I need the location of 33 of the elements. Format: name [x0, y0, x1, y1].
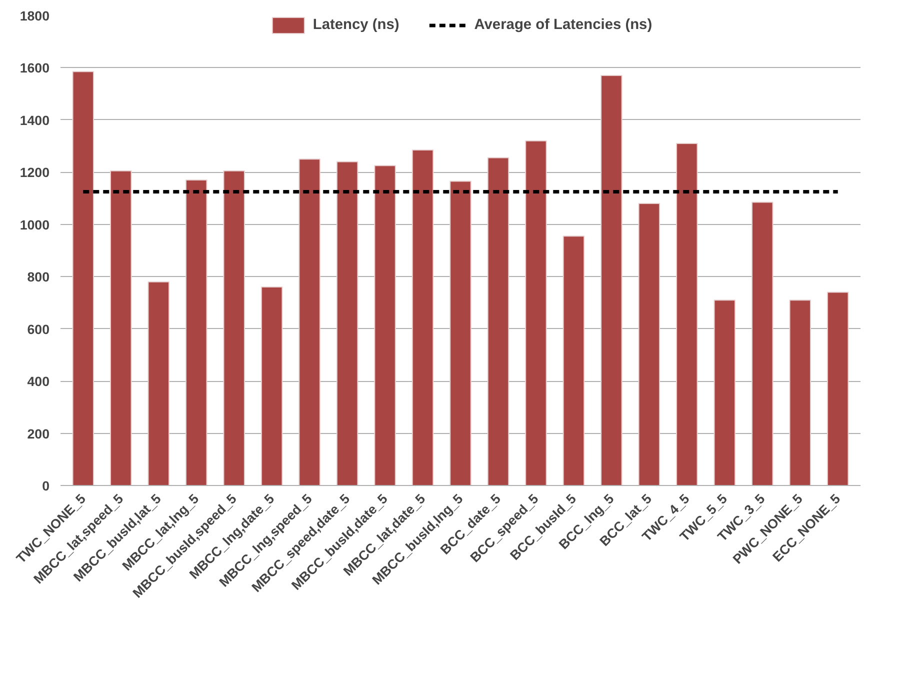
bar — [72, 71, 94, 486]
bar — [638, 203, 660, 486]
bar — [110, 170, 132, 486]
y-tick-label: 1200 — [20, 165, 50, 180]
y-tick-label: 1800 — [20, 8, 50, 24]
y-tick-label: 400 — [27, 374, 50, 390]
bar — [223, 170, 245, 486]
bar — [714, 300, 736, 486]
bar — [185, 180, 208, 486]
bar — [374, 165, 396, 486]
bar — [148, 281, 170, 486]
y-tick-label: 600 — [27, 322, 50, 337]
y-tick-label: 0 — [42, 478, 50, 494]
legend-label: Latency (ns) — [312, 17, 400, 33]
legend-label: Average of Latencies (ns) — [474, 17, 652, 33]
y-tick-label: 1400 — [20, 112, 50, 128]
bar — [525, 140, 547, 486]
bar — [412, 149, 434, 486]
bar — [600, 75, 622, 486]
bar — [562, 236, 585, 486]
bar — [260, 286, 283, 486]
bar — [752, 202, 774, 486]
bar — [450, 180, 472, 486]
bar — [789, 300, 811, 486]
bar — [487, 157, 510, 486]
y-tick-label: 1600 — [20, 60, 50, 76]
bar — [676, 142, 698, 486]
y-tick-label: 800 — [27, 270, 50, 285]
bar — [336, 161, 358, 486]
bar — [298, 158, 320, 486]
bar — [826, 292, 849, 486]
y-tick-label: 1000 — [20, 217, 50, 232]
y-tick-label: 200 — [27, 426, 50, 442]
